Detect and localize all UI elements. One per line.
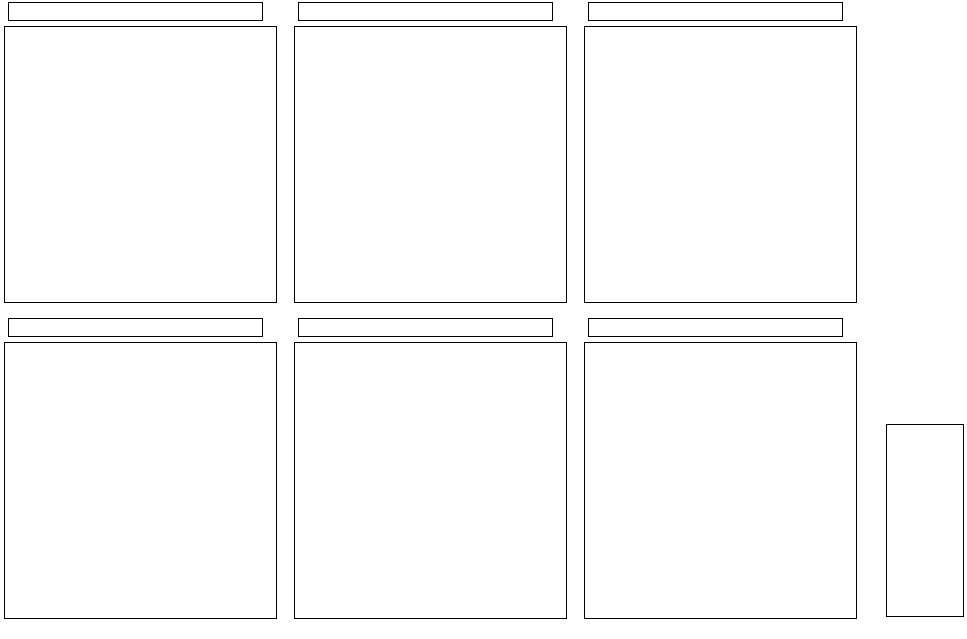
panel-title-box bbox=[298, 2, 553, 21]
panel-3 bbox=[580, 0, 859, 305]
panel-6 bbox=[580, 316, 859, 621]
map-canvas bbox=[4, 26, 277, 303]
map-canvas bbox=[4, 342, 277, 619]
map-canvas bbox=[584, 26, 857, 303]
map-canvas bbox=[584, 342, 857, 619]
panel-4 bbox=[0, 316, 279, 621]
panel-title-box bbox=[8, 2, 263, 21]
panel-title-box bbox=[8, 318, 263, 337]
spacer bbox=[876, 57, 967, 70]
map-canvas bbox=[294, 26, 567, 303]
map-canvas bbox=[294, 342, 567, 619]
side-text-panel bbox=[876, 44, 967, 70]
spacer bbox=[876, 44, 967, 57]
panel-title-box bbox=[588, 318, 843, 337]
panel-5 bbox=[290, 316, 569, 621]
panel-title-box bbox=[298, 318, 553, 337]
panel-title-box bbox=[588, 2, 843, 21]
panel-1 bbox=[0, 0, 279, 305]
legend-box bbox=[886, 424, 964, 617]
panel-2 bbox=[290, 0, 569, 305]
